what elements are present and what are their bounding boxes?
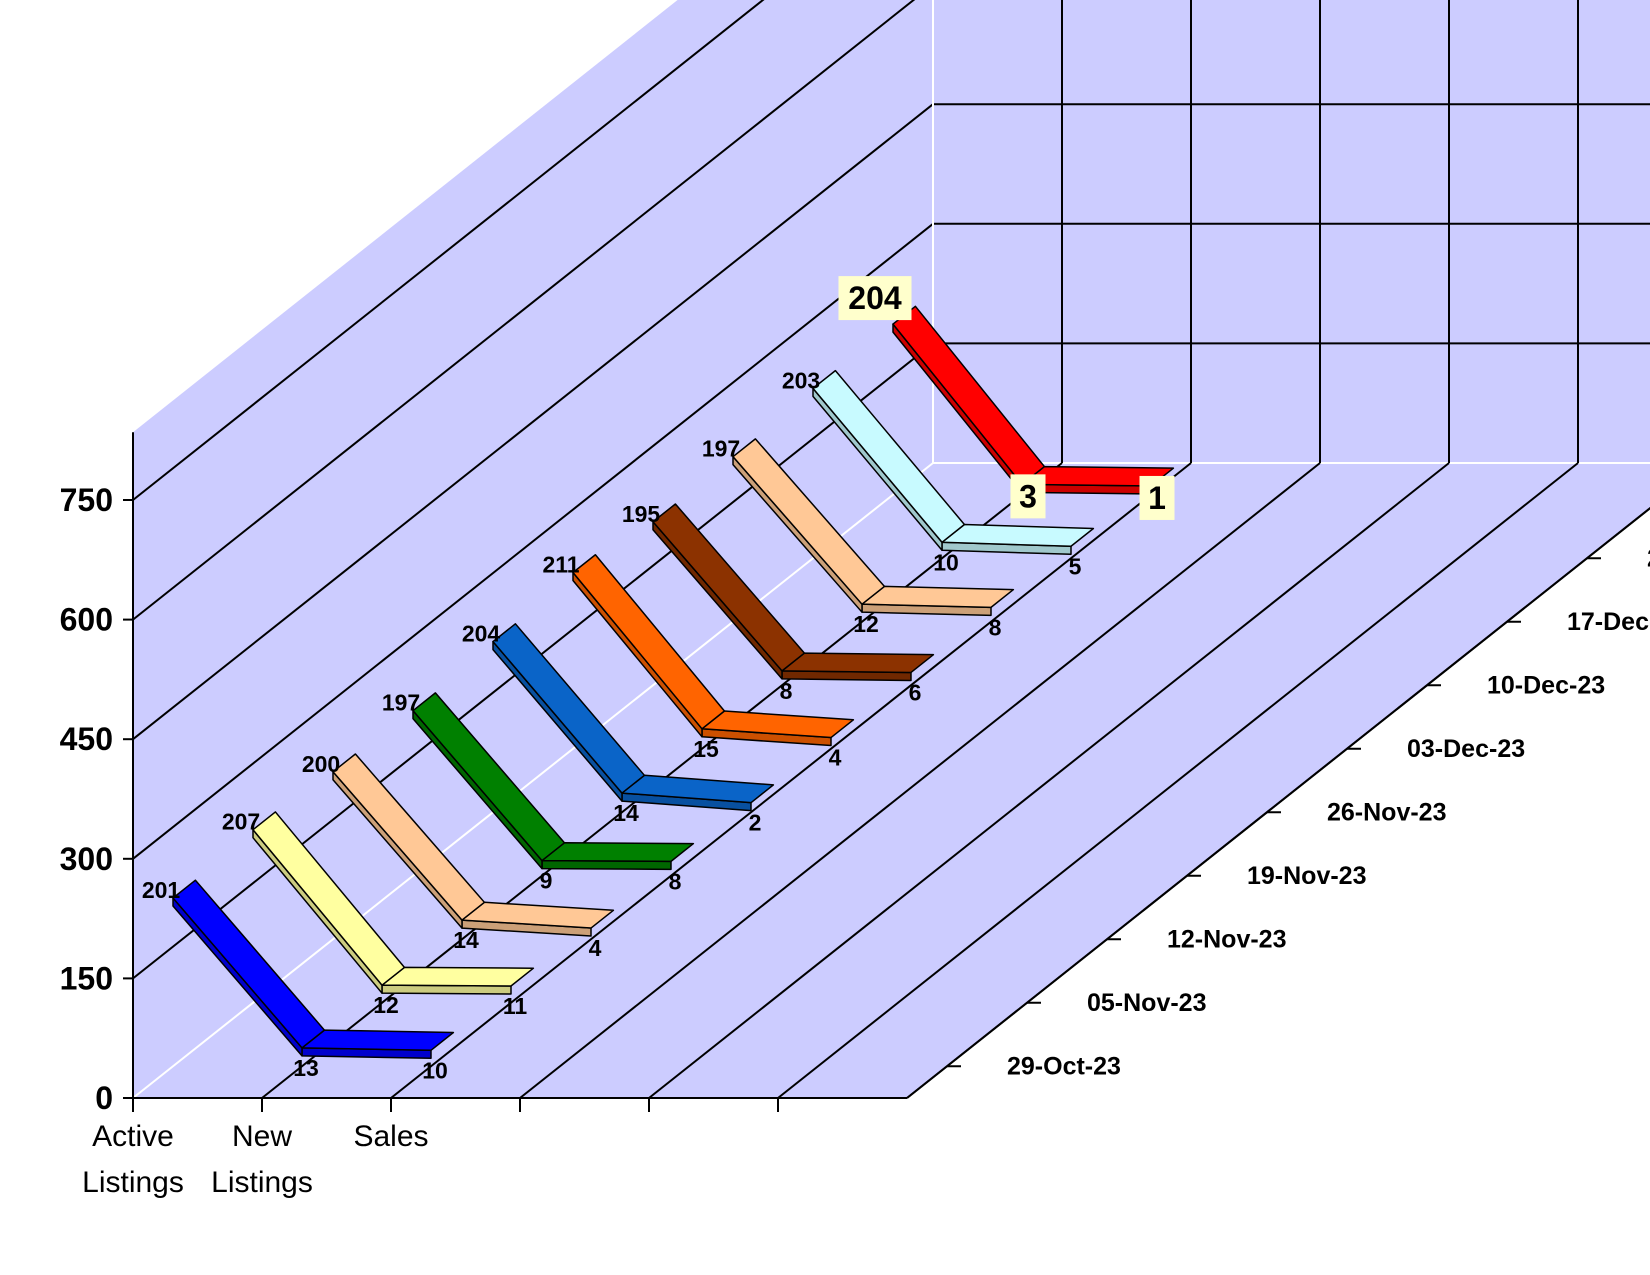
x-category-label: Sales	[353, 1120, 428, 1153]
data-label-box	[838, 276, 912, 321]
series-line	[941, 523, 1095, 548]
y-tick-label: 300	[60, 841, 113, 877]
depth-tick-label: 05-Nov-23	[1087, 989, 1207, 1017]
data-label: 8	[780, 678, 793, 704]
x-category-label: Active Listings	[82, 1120, 184, 1199]
left-wall-gridline	[132, 223, 934, 860]
data-label: 11	[503, 993, 528, 1019]
series-line	[541, 842, 695, 863]
data-label: 14	[453, 927, 479, 953]
left-wall-gridline	[132, 103, 934, 740]
floor-gridline	[648, 462, 1450, 1099]
series-line	[732, 438, 886, 605]
series-line	[172, 879, 326, 1049]
series-line	[861, 585, 1015, 609]
chart-series	[172, 305, 1175, 1060]
data-label: 204	[462, 621, 501, 647]
data-label: 203	[782, 367, 820, 393]
data-label: 12	[373, 992, 399, 1018]
depth-tick-label: 24-Dec-23	[1647, 544, 1650, 572]
data-label: 8	[989, 614, 1002, 640]
floor	[133, 463, 1650, 1098]
data-label: 1	[1148, 480, 1166, 516]
data-label: 9	[540, 868, 553, 894]
series-line	[812, 369, 966, 544]
data-label: 197	[382, 690, 420, 716]
data-label: 207	[222, 809, 260, 835]
data-label: 10	[933, 549, 959, 575]
series-line	[652, 503, 806, 672]
data-label: 12	[853, 611, 879, 637]
series-line	[492, 623, 646, 794]
y-tick-label: 750	[60, 482, 113, 518]
depth-tick-label: 19-Nov-23	[1247, 862, 1367, 890]
y-tick-label: 0	[95, 1080, 113, 1116]
data-label: 13	[293, 1055, 319, 1081]
data-label: 5	[1069, 553, 1082, 579]
floor-gridline	[390, 462, 1192, 1099]
depth-tick-label: 29-Oct-23	[1007, 1052, 1121, 1080]
data-label: 6	[909, 679, 922, 705]
data-label: 204	[848, 280, 902, 316]
series-line	[301, 1029, 455, 1052]
series-line	[252, 811, 406, 986]
left-wall-gridline	[132, 0, 916, 621]
y-tick-label: 150	[60, 960, 113, 996]
chart-axes: 0 150 300 450 600 750 Active Listings New Listing…	[60, 432, 1650, 1199]
data-label: 15	[693, 736, 719, 762]
data-label: 201	[142, 877, 181, 903]
data-label-box	[1139, 475, 1175, 520]
series-line	[381, 966, 535, 987]
data-label: 2	[749, 810, 762, 836]
data-label-box	[1010, 474, 1046, 519]
data-label: 211	[542, 552, 579, 578]
series-line	[332, 753, 486, 921]
depth-tick-label: 10-Dec-23	[1487, 671, 1605, 699]
data-label: 3	[1019, 478, 1037, 514]
back-wall	[933, 0, 1650, 463]
data-label: 4	[829, 745, 842, 771]
y-tick-label: 600	[60, 602, 113, 638]
depth-axis-line	[906, 506, 1650, 1099]
series-line	[412, 692, 566, 862]
chart-walls	[133, 0, 1650, 1098]
floor-gridline	[519, 462, 1321, 1099]
left-wall-gridline	[132, 0, 765, 501]
depth-tick-label: 26-Nov-23	[1327, 798, 1447, 826]
y-tick-label: 450	[60, 721, 113, 757]
depth-tick-label: 03-Dec-23	[1407, 735, 1525, 763]
data-label: 200	[302, 751, 340, 777]
data-label: 10	[422, 1057, 448, 1083]
data-label: 197	[702, 436, 740, 462]
left-wall	[133, 0, 933, 1098]
data-label: 8	[669, 868, 682, 894]
data-label: 4	[589, 935, 602, 961]
series-line	[781, 652, 935, 674]
data-label: 195	[622, 501, 661, 527]
x-category-label: New Listings	[211, 1120, 313, 1199]
data-label: 14	[613, 800, 639, 826]
series-line	[572, 553, 726, 730]
floor-gridline	[777, 462, 1579, 1099]
depth-tick-label: 17-Dec-23	[1567, 608, 1650, 636]
depth-tick-label: 12-Nov-23	[1167, 925, 1287, 953]
